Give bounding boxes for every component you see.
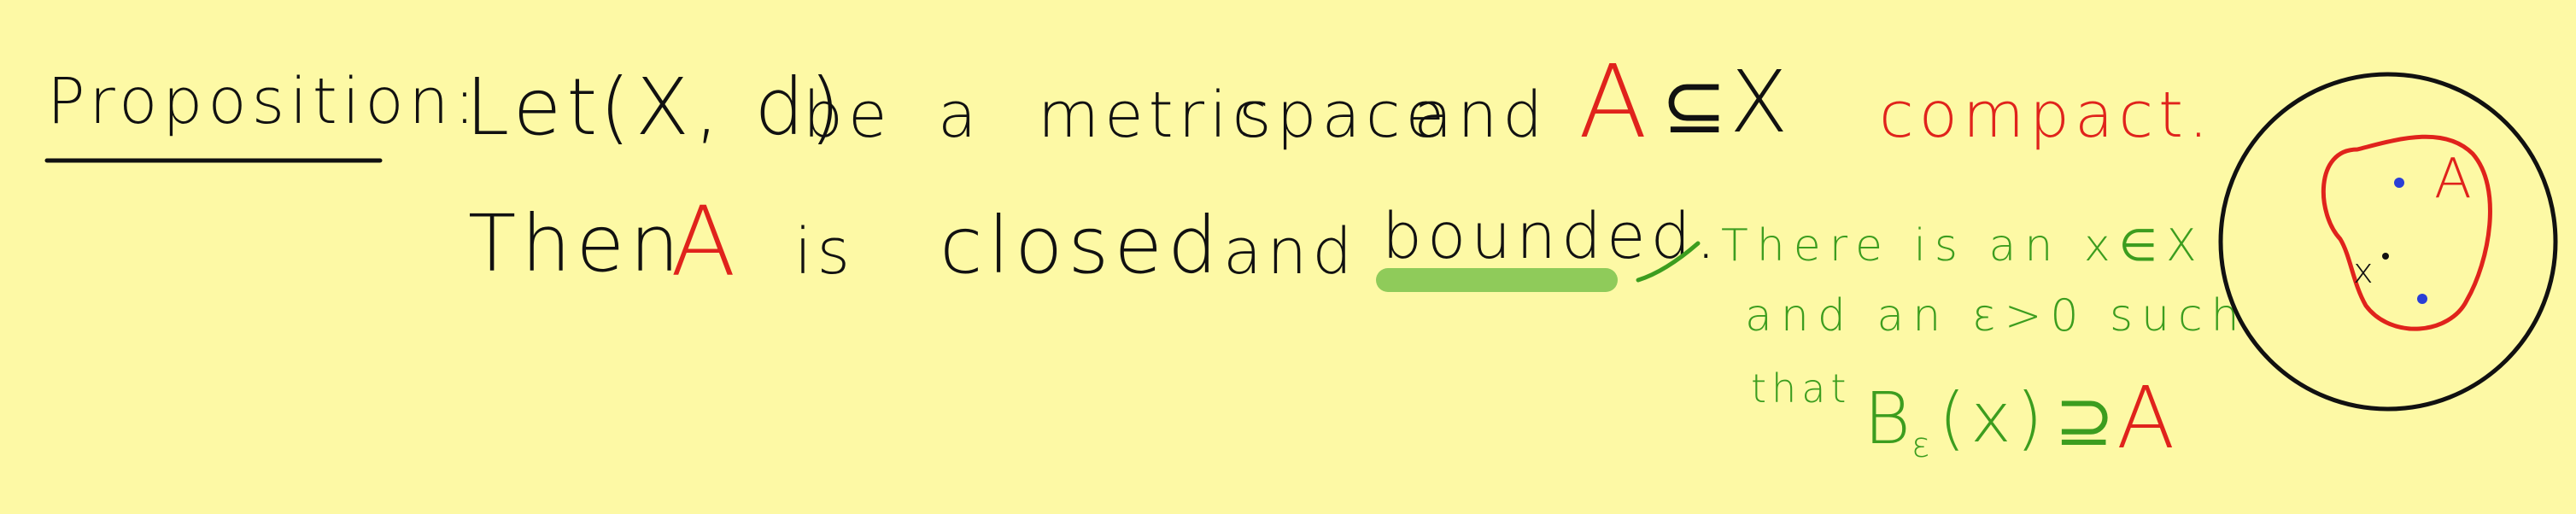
line2-word-then: Then (468, 198, 685, 289)
line2-word-closed: closed (940, 200, 1223, 291)
line1-subset-symbol: ⊆ (1661, 60, 1733, 151)
ball-circle (2218, 72, 2558, 412)
center-x-point (2382, 253, 2389, 260)
line2-set-a: A (670, 187, 741, 298)
line2-word-and: and (1223, 215, 1358, 289)
proposition-heading: Proposition: (47, 65, 481, 138)
diagram-set-a-label: A (2434, 148, 2477, 211)
note-line1: There is an x∈X (1721, 220, 2205, 272)
line1-word-compact: compact. (1879, 79, 2214, 152)
note-line3-that: that (1751, 365, 1852, 412)
line2-word-is: is (794, 215, 856, 289)
set-a-blob (2321, 134, 2492, 331)
line1-set-x: X (1730, 52, 1794, 152)
line1-word-metric: metric (1038, 79, 1273, 152)
line2-word-bounded: bounded. (1382, 200, 1722, 273)
line1-set-a: A (1578, 43, 1653, 161)
line1-word-a: a (938, 79, 982, 152)
line1-metric-space-pair: (X, d) (600, 61, 846, 153)
note-ball-epsilon: ε (1912, 426, 1935, 465)
point-in-a-bottom (2417, 294, 2427, 304)
line1-word-be: be (803, 79, 893, 152)
point-in-a-top (2394, 178, 2404, 188)
line1-word-let: Let (465, 61, 603, 153)
diagram-point-x-label: x (2353, 252, 2379, 291)
note-ball-argument: (x) (1939, 378, 2048, 458)
line1-word-space: space (1238, 79, 1450, 152)
note-line2: and an ε>0 such (1745, 290, 2248, 342)
note-ball-symbol: B (1864, 377, 1917, 460)
note-supset-symbol: ⊇ (2054, 378, 2120, 462)
line1-word-and: and (1414, 79, 1549, 152)
note-set-a: A (2116, 368, 2181, 468)
